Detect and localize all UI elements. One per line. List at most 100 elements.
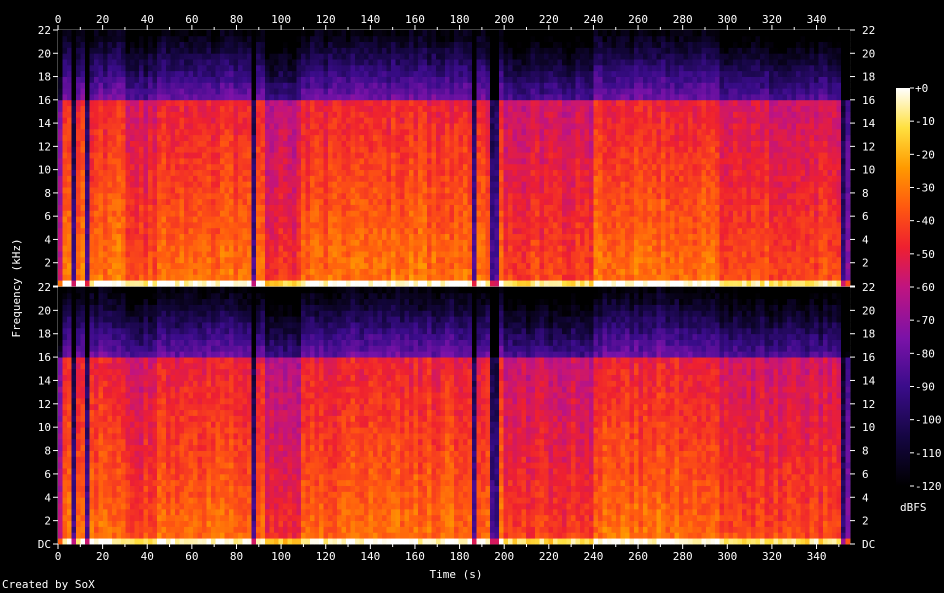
spectrogram-cell bbox=[350, 210, 356, 217]
spectrogram-cell bbox=[472, 128, 477, 136]
spectrogram-cell bbox=[283, 222, 288, 229]
spectrogram-cell bbox=[247, 70, 252, 77]
spectrogram-cell bbox=[499, 152, 504, 159]
spectrogram-cell bbox=[215, 41, 221, 48]
spectrogram-cell bbox=[449, 76, 455, 83]
spectrogram-cell bbox=[238, 268, 243, 275]
spectrogram-cell bbox=[283, 105, 288, 112]
spectrogram-cell bbox=[332, 47, 338, 54]
spectrogram-cell bbox=[535, 256, 540, 264]
spectrogram-cell bbox=[503, 94, 509, 101]
spectrogram-cell bbox=[287, 192, 293, 200]
spectrogram-cell bbox=[485, 111, 491, 118]
spectrogram-cell bbox=[377, 163, 383, 171]
spectrogram-cell bbox=[328, 105, 333, 112]
spectrogram-cell bbox=[233, 158, 239, 165]
spectrogram-cell bbox=[440, 70, 446, 77]
spectrogram-cell bbox=[431, 222, 437, 229]
spectrogram-cell bbox=[382, 146, 387, 153]
spectrogram-cell bbox=[328, 268, 333, 275]
spectrogram-cell bbox=[103, 222, 108, 229]
spectrogram-cell bbox=[409, 158, 414, 165]
spectrogram-cell bbox=[71, 64, 77, 72]
spectrogram-cell bbox=[382, 70, 387, 77]
spectrogram-cell bbox=[287, 134, 293, 141]
spectrogram-cell bbox=[436, 35, 441, 43]
spectrogram-cell bbox=[193, 146, 198, 153]
spectrogram-cell bbox=[76, 181, 81, 188]
spectrogram-cell bbox=[341, 181, 347, 188]
spectrogram-cell bbox=[323, 256, 329, 264]
spectrogram-cell bbox=[548, 105, 554, 112]
spectrogram-cell bbox=[251, 111, 257, 118]
spectrogram-cell bbox=[377, 251, 383, 258]
spectrogram-cell bbox=[112, 123, 117, 130]
spectrogram-cell bbox=[548, 146, 554, 153]
spectrogram-cell bbox=[544, 94, 549, 101]
spectrogram-cell bbox=[346, 192, 351, 200]
spectrogram-cell bbox=[85, 256, 90, 264]
spectrogram-cell bbox=[332, 105, 338, 112]
spectrogram-cell bbox=[427, 111, 432, 118]
spectrogram-cell bbox=[251, 123, 257, 130]
spectrogram-cell bbox=[197, 76, 203, 83]
spectrogram-cell bbox=[445, 175, 450, 182]
spectrogram-cell bbox=[431, 227, 437, 235]
spectrogram-cell bbox=[125, 181, 131, 188]
spectrogram-cell bbox=[526, 187, 531, 194]
spectrogram-cell bbox=[418, 88, 423, 95]
spectrogram-cell bbox=[328, 256, 333, 264]
spectrogram-cell bbox=[341, 169, 347, 176]
spectrogram-cell bbox=[301, 123, 306, 130]
spectrogram-cell bbox=[454, 198, 459, 205]
spectrogram-cell bbox=[296, 59, 302, 66]
spectrogram-cell bbox=[292, 227, 297, 235]
spectrogram-cell bbox=[274, 198, 279, 205]
spectrogram-cell bbox=[539, 105, 545, 112]
spectrogram-cell bbox=[467, 175, 473, 182]
spectrogram-cell bbox=[539, 117, 545, 124]
spectrogram-cell bbox=[256, 35, 261, 43]
spectrogram-cell bbox=[494, 198, 500, 205]
spectrogram-cell bbox=[431, 204, 437, 211]
spectrogram-cell bbox=[548, 111, 554, 118]
spectrogram-cell bbox=[544, 105, 549, 112]
spectrogram-cell bbox=[224, 152, 230, 159]
spectrogram-cell bbox=[260, 134, 266, 141]
spectrogram-cell bbox=[364, 227, 369, 235]
spectrogram-cell bbox=[481, 35, 486, 43]
spectrogram-cell bbox=[175, 274, 180, 281]
spectrogram-cell bbox=[188, 59, 194, 66]
spectrogram-cell bbox=[400, 216, 405, 223]
spectrogram-cell bbox=[508, 181, 513, 188]
spectrogram-cell bbox=[449, 134, 455, 141]
spectrogram-cell bbox=[179, 181, 185, 188]
spectrogram-cell bbox=[247, 216, 252, 223]
spectrogram-cell bbox=[94, 262, 99, 269]
spectrogram-cell bbox=[283, 169, 288, 176]
spectrogram-cell bbox=[449, 35, 455, 43]
spectrogram-cell bbox=[476, 47, 482, 54]
spectrogram-cell bbox=[539, 94, 545, 101]
spectrogram-cell bbox=[229, 256, 234, 264]
spectrogram-cell bbox=[467, 30, 473, 37]
spectrogram-cell bbox=[310, 158, 315, 165]
spectrogram-cell bbox=[445, 239, 450, 246]
spectrogram-cell bbox=[89, 204, 95, 211]
spectrogram-cell bbox=[89, 222, 95, 229]
spectrogram-cell bbox=[130, 222, 135, 229]
spectrogram-cell bbox=[71, 163, 77, 171]
spectrogram-cell bbox=[539, 251, 545, 258]
spectrogram-cell bbox=[359, 41, 365, 48]
spectrogram-cell bbox=[535, 134, 540, 141]
spectrogram-cell bbox=[521, 146, 527, 153]
spectrogram-cell bbox=[440, 262, 446, 269]
spectrogram-cell bbox=[197, 181, 203, 188]
spectrogram-cell bbox=[202, 152, 207, 159]
spectrogram-cell bbox=[553, 88, 558, 95]
spectrogram-cell bbox=[274, 82, 279, 89]
spectrogram-cell bbox=[530, 35, 536, 43]
spectrogram-cell bbox=[184, 256, 189, 264]
spectrogram-cell bbox=[148, 82, 153, 89]
spectrogram-cell bbox=[170, 239, 176, 246]
